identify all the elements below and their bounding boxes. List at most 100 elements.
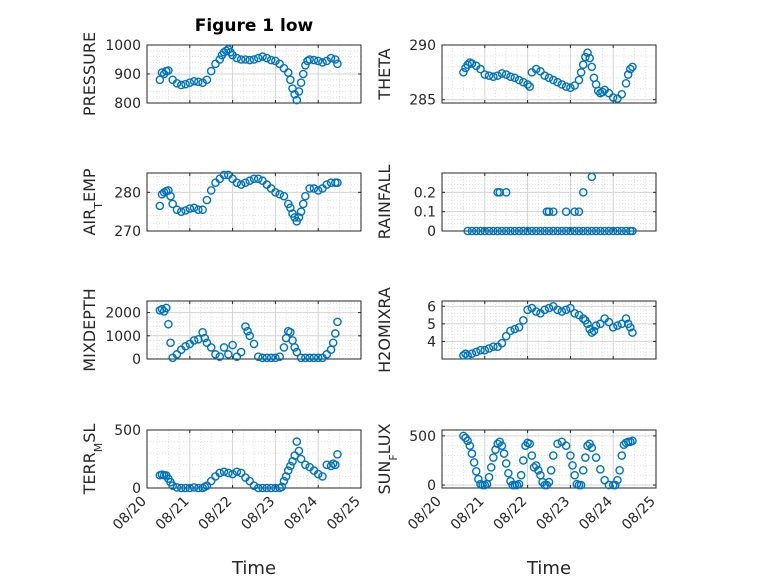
h2omixra-data-point: [540, 305, 550, 315]
h2omixra-data-point: [553, 305, 562, 315]
sun-flux-data-point: [467, 449, 477, 458]
pressure-data-point: [298, 69, 308, 79]
theta-data-point: [626, 64, 635, 74]
theta-data-point: [566, 83, 575, 92]
h2omixra-data-point: [463, 351, 472, 360]
air-temp-data-point: [271, 188, 280, 197]
sun-flux-data-point: [489, 453, 498, 462]
mixdepth-data-point: [288, 336, 297, 345]
mixdepth-axes-box: [146, 300, 362, 360]
mixdepth-data-point: [292, 347, 302, 357]
mixdepth-data-point: [224, 350, 233, 359]
pressure-y-tick-label: 1000: [105, 38, 141, 54]
air-temp-data-point: [275, 189, 284, 199]
terr-msl-data-point: [301, 460, 310, 470]
rainfall-data-point: [519, 226, 528, 236]
mixdepth-data-point: [333, 317, 342, 327]
pressure-data-point: [279, 63, 289, 73]
mixdepth-data-point: [211, 350, 220, 359]
h2omixra-data-point: [589, 326, 599, 336]
pressure-data-point: [211, 59, 220, 69]
rainfall-data-point: [463, 226, 472, 236]
sun-flux-data-point: [576, 480, 586, 490]
mixdepth-data-point: [202, 338, 212, 348]
air-temp-data-point: [166, 191, 175, 201]
sun-flux-data-point: [516, 470, 526, 480]
sun-flux-data-point: [497, 441, 507, 451]
theta-data-point: [497, 69, 507, 78]
terr-msl-data-point: [206, 476, 216, 486]
pressure-data-point: [294, 87, 304, 96]
rainfall-data-point: [536, 226, 545, 236]
mixdepth-data-point: [262, 353, 272, 363]
rainfall-data-point: [467, 226, 477, 236]
h2omixra-data-point: [608, 323, 618, 332]
sun-flux-y-tick-label: 500: [409, 429, 436, 445]
h2omixra-data-point: [628, 328, 637, 337]
rainfall-axes-box: [441, 172, 657, 232]
theta-data-point: [531, 64, 541, 74]
rainfall-data-point: [613, 226, 622, 236]
terr-msl-data-point: [245, 476, 255, 486]
theta-data-point: [510, 73, 520, 83]
air-temp-data-point: [305, 184, 314, 193]
terr-msl-data-point: [253, 483, 263, 493]
air-temp-data-point: [202, 195, 212, 205]
rainfall-data-point: [617, 226, 627, 236]
h2omixra-data-point: [613, 321, 622, 330]
air-temp-data-point: [206, 186, 216, 195]
sun-flux-data-point: [469, 458, 479, 467]
sun-flux-data-point: [534, 466, 543, 475]
sun-flux-x-tick-label: 08/24: [576, 493, 616, 533]
pressure-data-point: [215, 55, 225, 64]
terr-msl-x-tick-label: 08/21: [153, 494, 193, 534]
sun-flux-data-point: [587, 443, 597, 452]
air-temp-axes-box: [146, 172, 362, 232]
pressure-data-point: [164, 66, 173, 75]
mixdepth-data-point: [181, 341, 190, 351]
theta-data-point: [553, 77, 562, 87]
sun-flux-data-point: [474, 474, 483, 484]
h2omixra-axes-box: [441, 300, 657, 360]
pressure-data-point: [194, 77, 203, 87]
theta-data-point: [514, 75, 524, 85]
mixdepth-data-point: [161, 303, 171, 313]
terr-msl-data-point: [202, 481, 212, 490]
air-temp-data-point: [326, 178, 336, 187]
terr-msl-x-tick-label: 08/23: [238, 494, 278, 534]
sun-flux-x-axis-label: Time: [526, 558, 571, 579]
mixdepth-data-point: [228, 340, 237, 350]
pressure-data-point: [202, 75, 212, 85]
theta-data-point: [621, 79, 631, 88]
air-temp-data-point: [236, 180, 246, 189]
sun-flux-data-point: [617, 451, 627, 460]
mixdepth-data-point: [206, 343, 216, 352]
air-temp-data-point: [181, 206, 190, 215]
air-temp-data-point: [219, 170, 229, 180]
pressure-data-point: [275, 59, 284, 69]
rainfall-data-point: [587, 226, 597, 236]
pressure-data-point: [258, 52, 267, 61]
pressure-data-point: [326, 53, 336, 63]
theta-y-axis-label: THETA: [375, 48, 394, 100]
theta-data-point: [536, 66, 545, 76]
terr-msl-x-tick-label: 08/22: [196, 494, 236, 534]
terr-msl-data-point: [326, 461, 336, 471]
rainfall-data-point: [608, 226, 618, 236]
air-temp-data-point: [168, 199, 177, 209]
sun-flux-data-point: [465, 441, 475, 451]
terr-msl-data-point: [258, 483, 267, 493]
theta-data-point: [623, 70, 633, 79]
h2omixra-y-tick-label: 6: [427, 299, 436, 315]
rainfall-data-point: [587, 172, 597, 182]
rainfall-data-point: [578, 188, 588, 197]
terr-msl-data-point: [232, 467, 242, 477]
mixdepth-data-point: [271, 353, 280, 363]
terr-msl-data-point: [176, 483, 186, 493]
h2omixra-data-point: [570, 309, 579, 318]
sun-flux-x-tick-label: 08/22: [491, 494, 531, 534]
terr-msl-x-axis-label: Time: [231, 558, 276, 579]
theta-data-point: [581, 52, 590, 62]
pressure-data-point: [206, 66, 216, 76]
mixdepth-data-point: [232, 352, 242, 361]
